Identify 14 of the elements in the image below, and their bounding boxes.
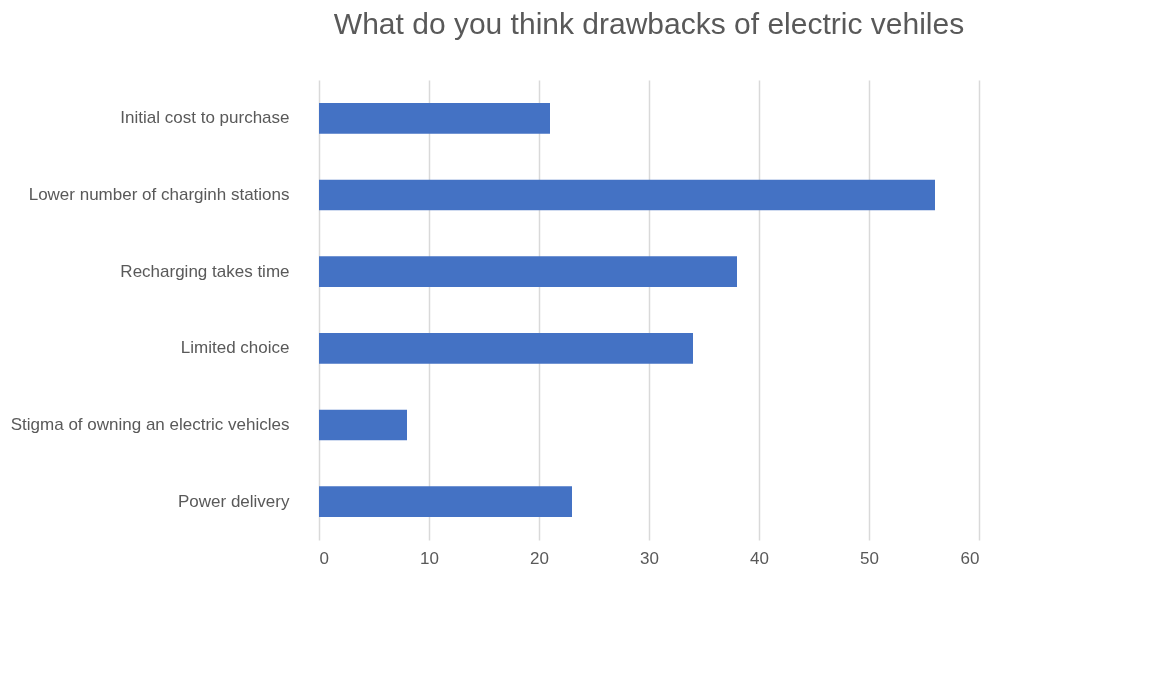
x-tick-label: 40	[750, 548, 769, 568]
y-tick-label: Power delivery	[178, 491, 290, 511]
y-tick-label: Lower number of charginh stations	[28, 185, 290, 204]
y-tick-label: Stigma of owning an electric vehicles	[10, 415, 290, 434]
x-tick-label: 10	[420, 548, 439, 568]
chart-title: What do you think drawbacks of electric vehiles	[333, 7, 965, 40]
x-tick-label: 20	[530, 548, 549, 568]
x-tick-label: 50	[860, 548, 879, 568]
y-tick-label: Initial cost to purchase	[120, 108, 290, 128]
x-tick-label: 60	[960, 548, 980, 568]
x-tick-label: 0	[319, 548, 329, 568]
y-tick-label: Recharging takes time	[120, 261, 290, 281]
x-tick-label: 30	[640, 548, 659, 568]
y-tick-label: Limited choice	[180, 338, 290, 358]
